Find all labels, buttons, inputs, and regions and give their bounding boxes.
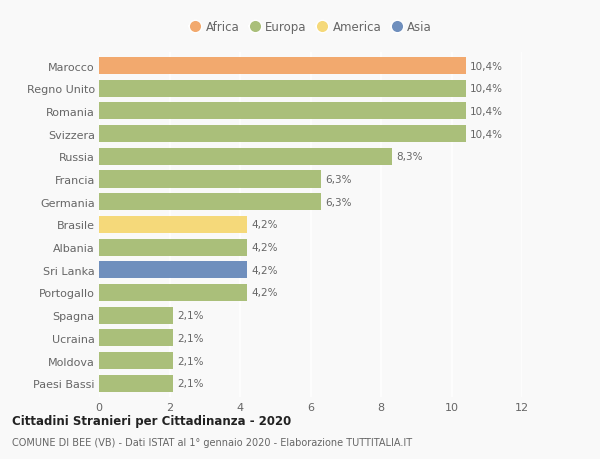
Text: 10,4%: 10,4% <box>470 129 503 140</box>
Bar <box>99 148 392 165</box>
Text: 4,2%: 4,2% <box>251 220 278 230</box>
Bar <box>99 103 466 120</box>
Text: 6,3%: 6,3% <box>325 197 352 207</box>
Bar <box>99 307 173 324</box>
Bar <box>99 353 173 369</box>
Text: 4,2%: 4,2% <box>251 265 278 275</box>
Text: 2,1%: 2,1% <box>177 310 204 320</box>
Bar <box>99 375 173 392</box>
Text: 2,1%: 2,1% <box>177 379 204 388</box>
Text: 10,4%: 10,4% <box>470 106 503 117</box>
Bar <box>99 262 247 279</box>
Text: Cittadini Stranieri per Cittadinanza - 2020: Cittadini Stranieri per Cittadinanza - 2… <box>12 414 291 428</box>
Bar <box>99 216 247 234</box>
Bar <box>99 285 247 302</box>
Text: 2,1%: 2,1% <box>177 333 204 343</box>
Bar <box>99 58 466 75</box>
Bar <box>99 194 321 211</box>
Bar <box>99 239 247 256</box>
Text: COMUNE DI BEE (VB) - Dati ISTAT al 1° gennaio 2020 - Elaborazione TUTTITALIA.IT: COMUNE DI BEE (VB) - Dati ISTAT al 1° ge… <box>12 437 412 447</box>
Legend: Africa, Europa, America, Asia: Africa, Europa, America, Asia <box>187 19 434 37</box>
Text: 10,4%: 10,4% <box>470 62 503 71</box>
Text: 4,2%: 4,2% <box>251 242 278 252</box>
Bar <box>99 171 321 188</box>
Text: 8,3%: 8,3% <box>396 152 422 162</box>
Text: 4,2%: 4,2% <box>251 288 278 298</box>
Bar <box>99 80 466 97</box>
Bar <box>99 126 466 143</box>
Text: 6,3%: 6,3% <box>325 174 352 185</box>
Text: 10,4%: 10,4% <box>470 84 503 94</box>
Text: 2,1%: 2,1% <box>177 356 204 366</box>
Bar <box>99 330 173 347</box>
